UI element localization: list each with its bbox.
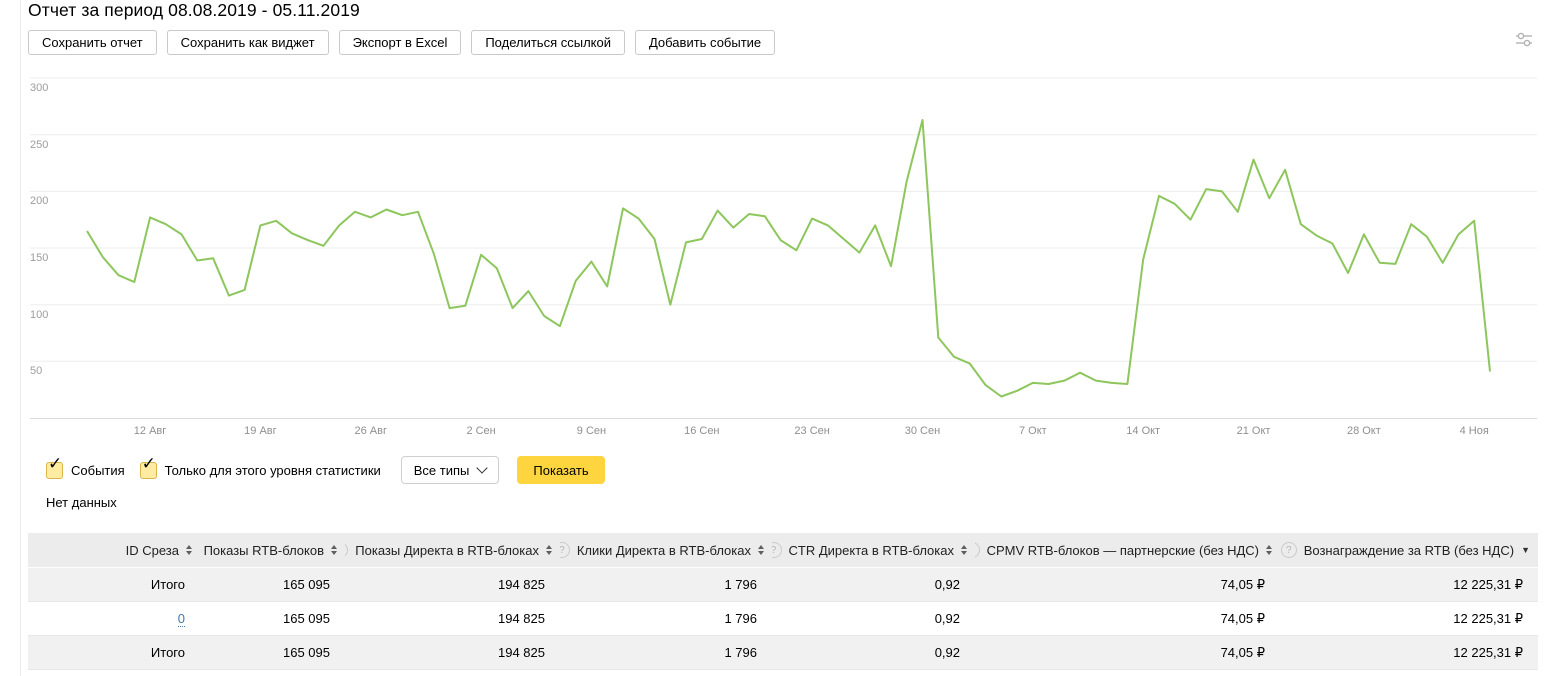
x-axis-tick-label: 2 Сен xyxy=(466,425,496,437)
help-icon[interactable]: ? xyxy=(1280,542,1297,558)
table-cell: 165 095 xyxy=(200,567,345,602)
x-axis-tick-label: 30 Сен xyxy=(904,425,941,437)
x-axis-tick-label: 19 Авг xyxy=(244,425,277,437)
metric-line-series xyxy=(86,119,1491,398)
x-axis-tick-label: 7 Окт xyxy=(1018,425,1047,437)
event-type-select-value: Все типы xyxy=(413,462,470,478)
table-cell: 194 825 xyxy=(345,601,560,636)
table-cell: 12 225,31 ₽ xyxy=(1280,601,1538,636)
help-icon[interactable]: ? xyxy=(560,542,570,558)
table-cell: 0 xyxy=(28,601,200,636)
table-cell: 74,05 ₽ xyxy=(975,567,1280,602)
sort-desc-icon[interactable]: ▼ xyxy=(1521,545,1530,555)
column-header-label: CTR Директа в RTB-блоках xyxy=(788,542,954,558)
line-chart: 300 250 200 150 100 50 12 Авг 19 Авг 26 Авг 2 Сен… xyxy=(30,77,1537,437)
column-header-label: CPMV RTB-блоков — партнерские (без НДС) xyxy=(986,542,1259,558)
y-axis-tick-label: 300 xyxy=(30,82,49,95)
table-cell: 0,92 xyxy=(772,567,975,602)
table-cell: 12 225,31 ₽ xyxy=(1280,635,1538,670)
stats-table: ID Среза?Показы RTB-блоков?Показы Директ… xyxy=(28,533,1538,670)
checkbox-checked-icon: ✓ xyxy=(46,454,63,479)
column-header-6[interactable]: ? CPMV RTB-блоков — партнерские (без НДС) xyxy=(975,533,1280,568)
sort-icon[interactable] xyxy=(186,545,192,555)
export-excel-button[interactable]: Экспорт в Excel xyxy=(338,30,462,55)
save-report-button[interactable]: Сохранить отчет xyxy=(28,30,157,55)
panel-edge-divider xyxy=(20,0,21,676)
total-row: Итого 165 095 194 825 1 796 0,92 74,05 ₽12 22… xyxy=(28,567,1538,602)
help-icon[interactable]: ? xyxy=(975,542,980,558)
events-controls: ✓ События ✓ Только для этого уровня стат… xyxy=(46,454,605,484)
column-header-label: Показы RTB-блоков xyxy=(203,542,324,558)
table-cell: Итого xyxy=(28,635,200,670)
table-cell: 1 796 xyxy=(560,601,772,636)
event-type-select[interactable]: Все типы xyxy=(400,456,500,484)
x-axis-tick-label: 26 Авг xyxy=(354,425,387,437)
x-axis-tick-label: 9 Сен xyxy=(576,425,607,437)
table-cell: 12 225,31 ₽ xyxy=(1280,567,1538,602)
column-header-label: Клики Директа в RTB-блоках xyxy=(576,542,751,558)
table-cell: Итого xyxy=(28,567,200,602)
sort-icon[interactable] xyxy=(758,545,764,555)
x-axis-tick-label: 21 Окт xyxy=(1236,425,1271,437)
column-header-1[interactable]: ID Среза xyxy=(28,533,200,568)
sort-icon[interactable] xyxy=(546,545,552,555)
column-header-4[interactable]: ? Клики Директа в RTB-блоках xyxy=(560,533,772,568)
table-cell: 1 796 xyxy=(560,635,772,670)
level-only-checkbox-label: Только для этого уровня статистики xyxy=(164,462,381,478)
table-cell: 165 095 xyxy=(200,635,345,670)
share-link-button[interactable]: Поделиться ссылкой xyxy=(471,30,625,55)
table-cell: 0,92 xyxy=(772,601,975,636)
y-axis-tick-label: 250 xyxy=(30,138,49,151)
chart-plot-area xyxy=(30,77,1537,419)
chevron-down-icon xyxy=(476,462,489,474)
sort-icon[interactable] xyxy=(961,545,967,555)
add-event-button[interactable]: Добавить событие xyxy=(634,30,776,55)
sort-icon[interactable] xyxy=(331,545,337,555)
column-header-7[interactable]: ? Вознаграждение за RTB (без НДС) ▼ xyxy=(1280,533,1538,568)
chart-settings-icon[interactable] xyxy=(1513,31,1535,53)
table-cell: 194 825 xyxy=(345,567,560,602)
no-data-text: Нет данных xyxy=(46,495,117,510)
show-button[interactable]: Показать xyxy=(517,456,605,484)
column-header-label: ID Среза xyxy=(125,542,179,558)
table-cell: 1 796 xyxy=(560,567,772,602)
column-header-3[interactable]: ? Показы Директа в RTB-блоках xyxy=(345,533,560,568)
level-only-checkbox[interactable]: ✓ Только для этого уровня статистики xyxy=(139,454,381,479)
column-header-5[interactable]: ? CTR Директа в RTB-блоках xyxy=(772,533,975,568)
checkbox-checked-icon: ✓ xyxy=(139,454,157,479)
table-cell: 194 825 xyxy=(345,635,560,670)
page-title: Отчет за период 08.08.2019 - 05.11.2019 xyxy=(28,0,360,20)
x-axis-tick-label: 16 Сен xyxy=(684,425,720,437)
x-axis-tick-label: 12 Авг xyxy=(133,425,167,437)
help-icon[interactable]: ? xyxy=(772,542,782,558)
data-row: 0 165 095 194 825 1 796 0,92 74,05 ₽12 225,31… xyxy=(28,601,1538,636)
x-axis-tick-label: 4 Ноя xyxy=(1459,425,1489,437)
x-axis-tick-label: 28 Окт xyxy=(1346,425,1381,437)
table-cell: 74,05 ₽ xyxy=(975,635,1280,670)
save-as-widget-button[interactable]: Сохранить как виджет xyxy=(166,30,329,55)
x-axis-tick-label: 23 Сен xyxy=(794,425,830,437)
total-row: Итого 165 095 194 825 1 796 0,92 74,05 ₽12 22… xyxy=(28,635,1538,670)
events-checkbox-label: События xyxy=(71,462,125,478)
x-axis-tick-label: 14 Окт xyxy=(1126,425,1161,437)
table-cell: 165 095 xyxy=(200,601,345,636)
y-axis-tick-label: 100 xyxy=(30,308,49,321)
table-cell: 0,92 xyxy=(772,635,975,670)
column-header-label: Показы Директа в RTB-блоках xyxy=(355,542,539,558)
column-header-label: Вознаграждение за RTB (без НДС) xyxy=(1303,542,1515,558)
y-axis-tick-label: 200 xyxy=(30,195,49,208)
table-cell: 74,05 ₽ xyxy=(975,601,1280,636)
sort-icon[interactable] xyxy=(1266,545,1272,555)
column-header-2[interactable]: ?Показы RTB-блоков xyxy=(200,533,345,568)
y-axis-tick-label: 50 xyxy=(30,365,43,378)
y-axis-tick-label: 150 xyxy=(30,252,49,265)
help-icon[interactable]: ? xyxy=(345,542,349,558)
slice-id-link[interactable]: 0 xyxy=(177,611,185,627)
toolbar: Сохранить отчет Сохранить как виджет Экспо… xyxy=(28,30,776,55)
events-checkbox[interactable]: ✓ События xyxy=(46,454,125,479)
